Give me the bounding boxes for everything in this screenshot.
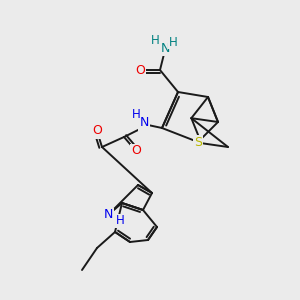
Text: H: H — [169, 35, 177, 49]
Text: N: N — [139, 116, 149, 130]
Text: O: O — [92, 124, 102, 137]
Text: O: O — [131, 145, 141, 158]
Text: O: O — [135, 64, 145, 76]
Text: N: N — [103, 208, 113, 221]
Text: N: N — [160, 41, 170, 55]
Text: S: S — [194, 136, 202, 148]
Text: H: H — [132, 109, 140, 122]
Text: H: H — [116, 214, 124, 227]
Text: H: H — [151, 34, 159, 46]
